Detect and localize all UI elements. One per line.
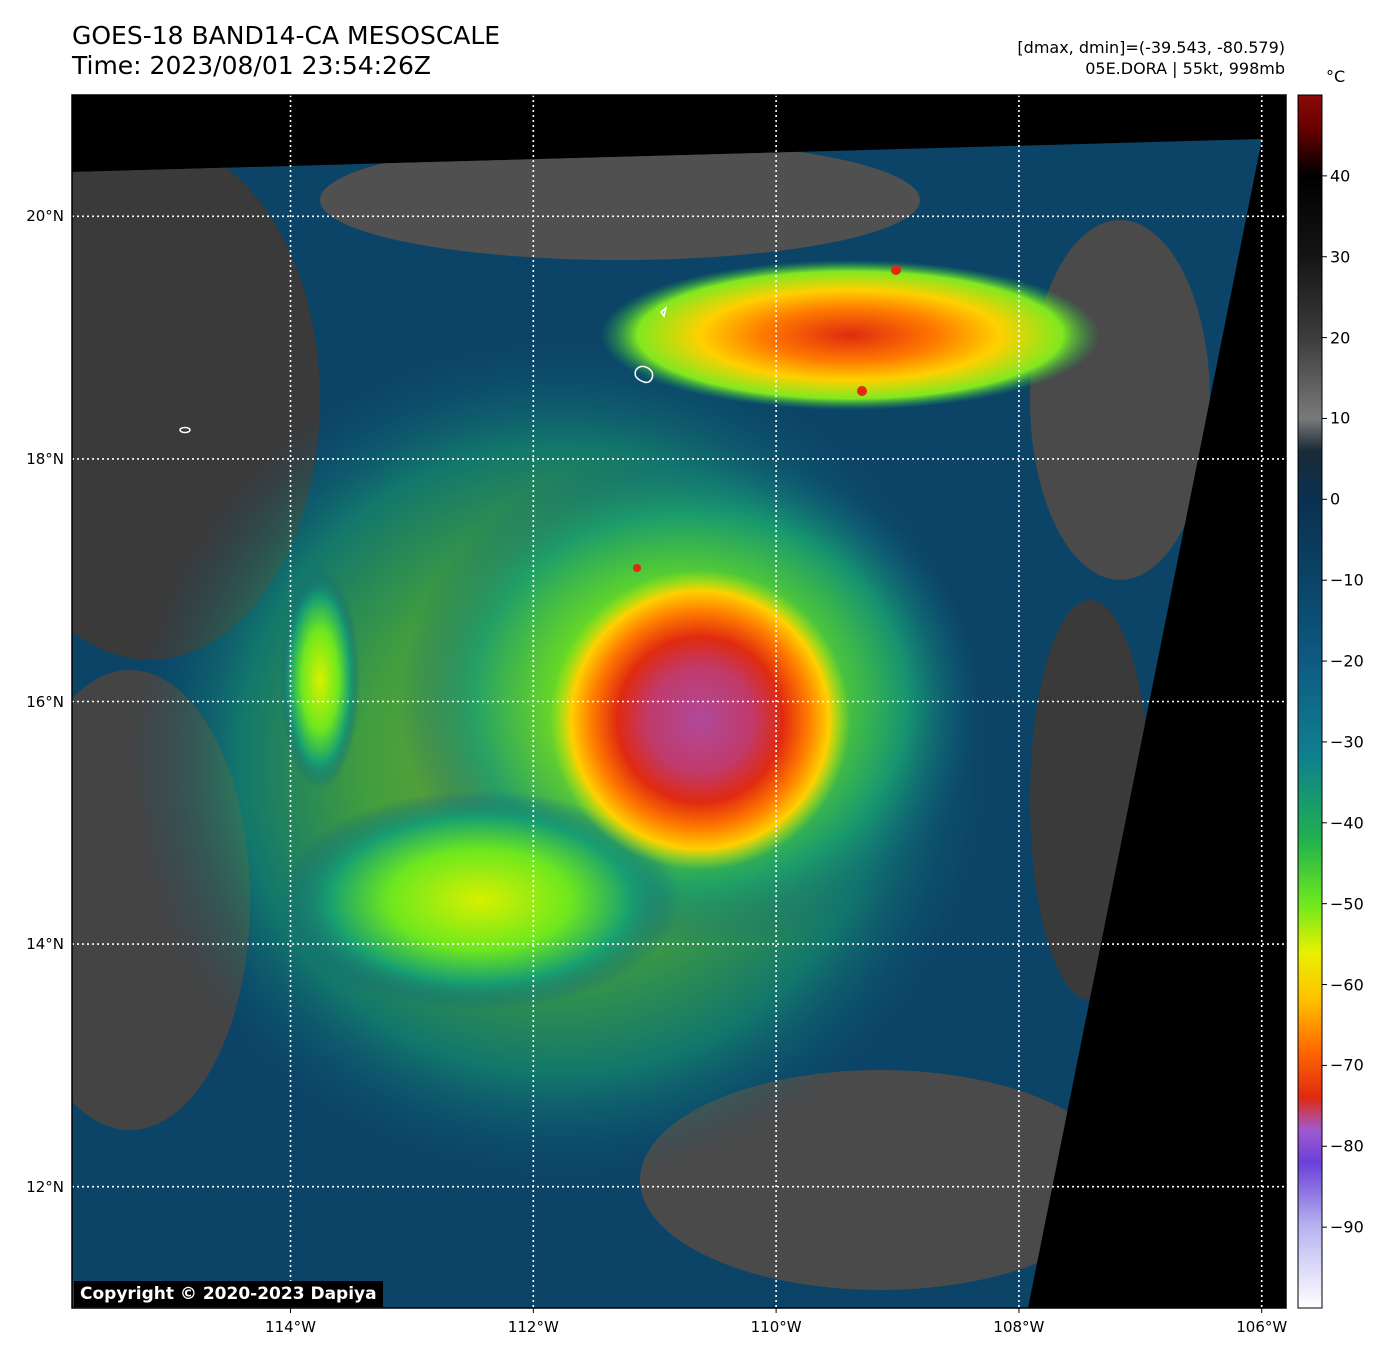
colorbar-tick-label: −60 — [1330, 975, 1364, 995]
colorbar-tick-label: −30 — [1330, 732, 1364, 752]
copyright-label: Copyright © 2020-2023 Dapiya — [74, 1281, 383, 1307]
map-title: GOES-18 BAND14-CA MESOSCALE — [72, 21, 501, 50]
colorbar-tick-label: 40 — [1330, 166, 1351, 186]
colorbar-tick-label: −90 — [1330, 1217, 1364, 1237]
lon-tick-label: 106°W — [1236, 1318, 1288, 1336]
lat-tick-label: 20°N — [26, 207, 64, 226]
gridlines — [72, 95, 1286, 1313]
map-frame — [71, 94, 1287, 1309]
lon-tick-label: 114°W — [265, 1318, 316, 1336]
colorbar-tick-label: 30 — [1330, 247, 1351, 267]
colorbar-tick-label: 0 — [1330, 489, 1341, 509]
colorbar-tick-label: −50 — [1330, 894, 1364, 914]
colorbar-tick-label: −80 — [1330, 1136, 1364, 1156]
lon-tick-label: 112°W — [507, 1318, 559, 1336]
island-outline — [634, 365, 654, 384]
lat-tick-label: 14°N — [26, 935, 64, 954]
colorbar-tick-label: −70 — [1330, 1055, 1364, 1075]
colorbar — [1297, 94, 1323, 1309]
ir-imagery — [72, 139, 1262, 1308]
colorbar-tick-label: 20 — [1330, 328, 1351, 348]
lon-tick-label: 110°W — [750, 1318, 802, 1336]
colorbar-tick-label: 10 — [1330, 408, 1351, 428]
colorbar-ticks — [1322, 175, 1327, 1228]
island-outline — [659, 306, 668, 318]
colorbar-tick-label: −40 — [1330, 813, 1364, 833]
time-label: Time: 2023/08/01 23:54:26Z — [72, 51, 431, 80]
colorbar-tick-label: −20 — [1330, 651, 1364, 671]
lat-tick-label: 16°N — [26, 692, 64, 711]
range-label: [dmax, dmin]=(-39.543, -80.579) — [1017, 38, 1285, 57]
colorbar-unit: °C — [1326, 67, 1346, 86]
colorbar-tick-label: −10 — [1330, 570, 1364, 590]
lat-tick-label: 12°N — [26, 1177, 64, 1196]
island-outline — [179, 426, 191, 434]
storm-label: 05E.DORA | 55kt, 998mb — [1085, 59, 1285, 78]
lat-tick-label: 18°N — [26, 449, 64, 468]
lon-tick-label: 108°W — [993, 1318, 1045, 1336]
